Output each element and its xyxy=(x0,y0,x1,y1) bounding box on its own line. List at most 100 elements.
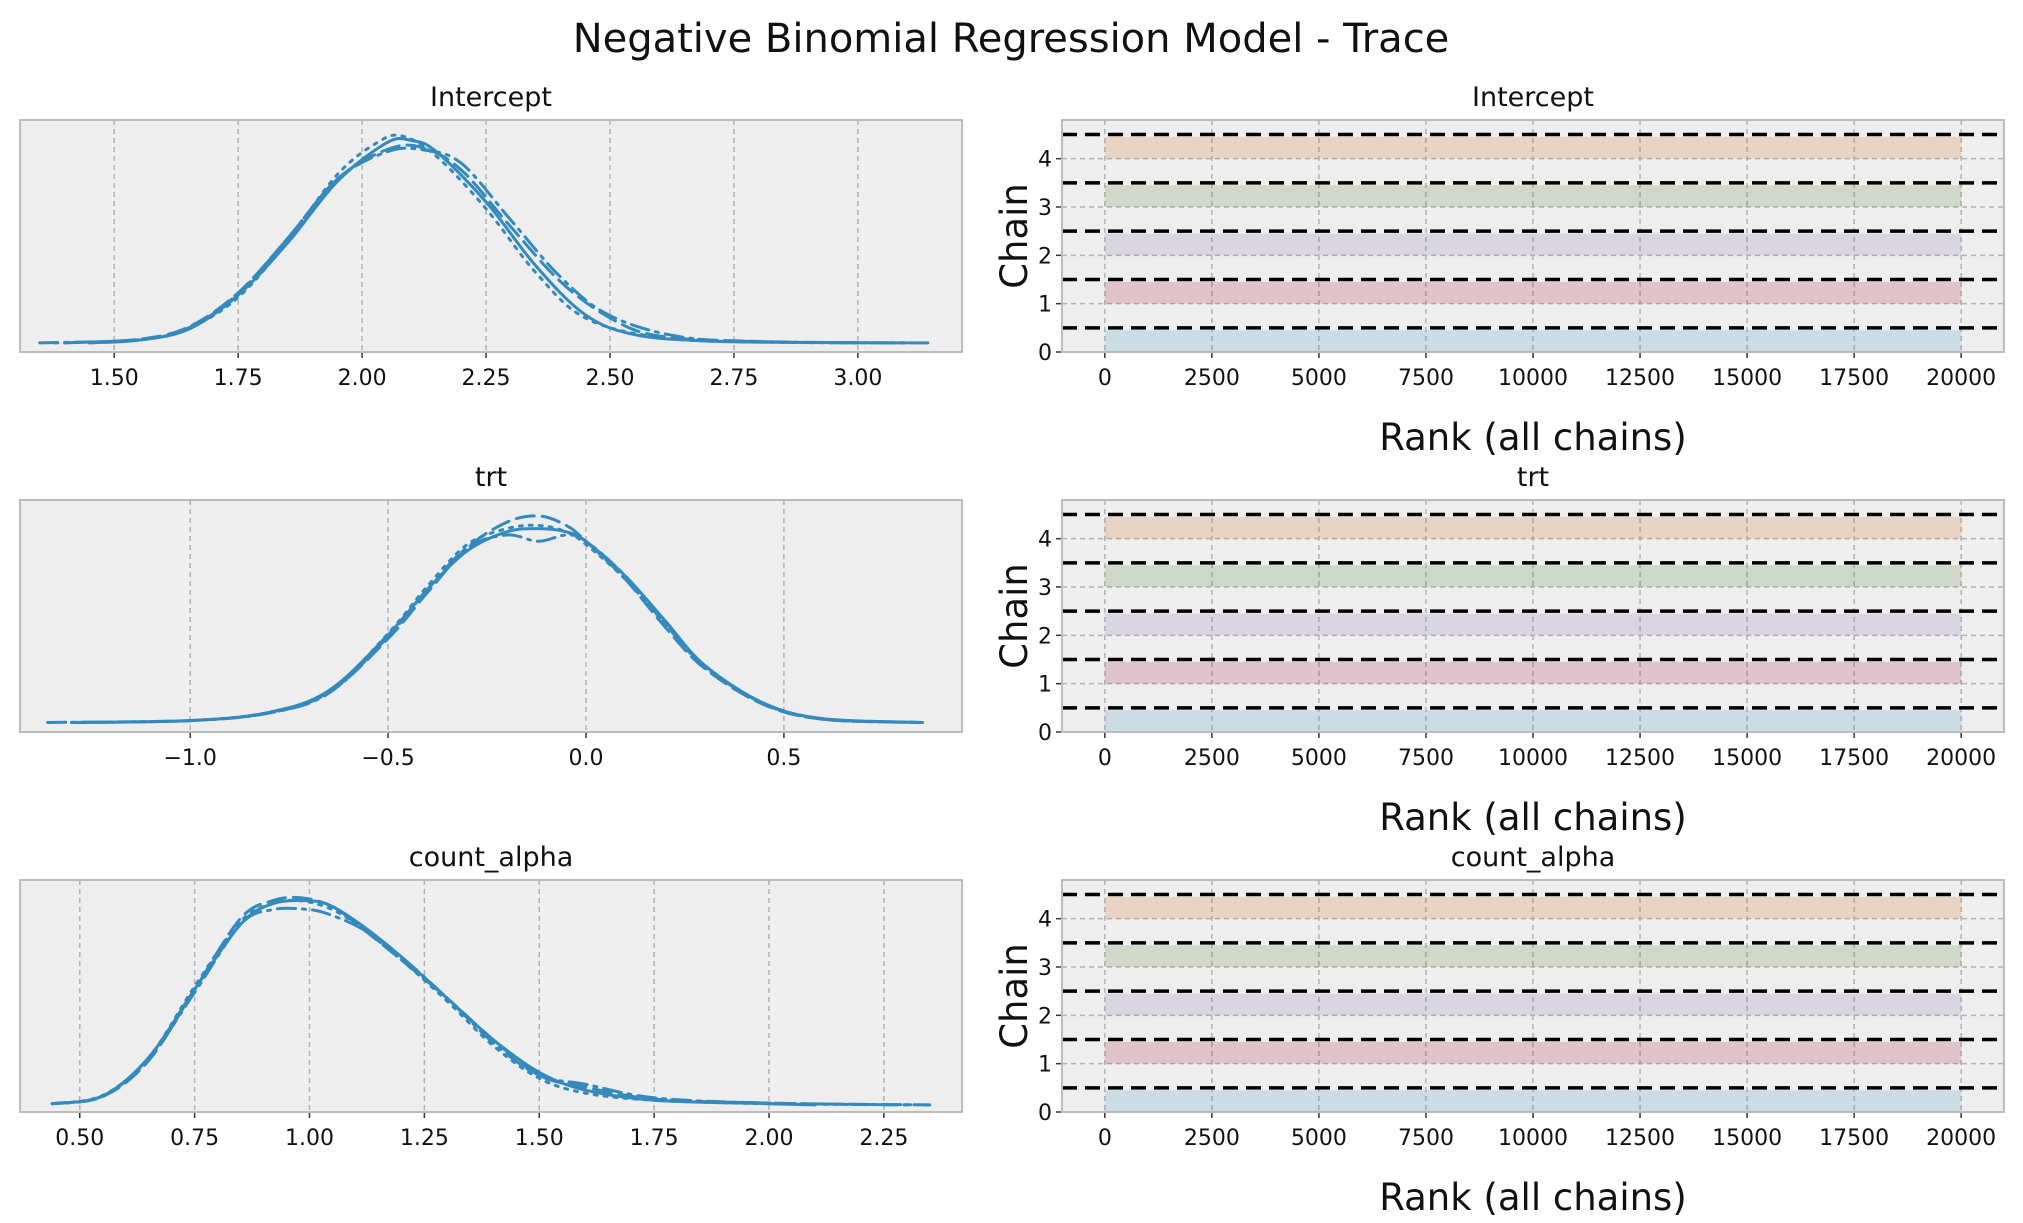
x-tick-label: 2500 xyxy=(1184,746,1240,771)
x-tick-label: 15000 xyxy=(1712,366,1782,391)
plot-frame xyxy=(19,119,963,353)
x-tick-label: 2.75 xyxy=(709,366,758,391)
panel-rank-plot: trt 0 1 2 3 4 Rank (all chains) Chain 0 2500 5000 7… xyxy=(993,462,2005,839)
x-tick-label: 1.00 xyxy=(285,1126,334,1151)
rank-band-chain-1 xyxy=(1104,281,1962,304)
x-tick-label: −0.5 xyxy=(361,746,414,771)
x-tick-label: 5000 xyxy=(1291,746,1347,771)
x-tick-label: 15000 xyxy=(1712,1126,1782,1151)
y-axis-label: Chain xyxy=(993,183,1036,289)
x-axis-label: Rank (all chains) xyxy=(1379,1176,1687,1219)
y-tick-label: 2 xyxy=(1038,244,1052,269)
plot-area xyxy=(20,500,962,732)
x-axis-label: Rank (all chains) xyxy=(1379,796,1687,839)
panel-rank-plot: Intercept 0 1 2 3 4 Rank (all chains) Chain 0 250… xyxy=(993,82,2005,459)
x-tick-label: 2.25 xyxy=(462,366,511,391)
rank-band-chain-2 xyxy=(1104,993,1962,1016)
plot-frame xyxy=(1061,879,2005,1113)
kde-line-chain-1 xyxy=(63,143,860,345)
x-tick-label: −1.0 xyxy=(163,746,216,771)
y-tick-label: 3 xyxy=(1038,196,1052,221)
y-axis-label: Chain xyxy=(993,943,1036,1049)
rank-band-chain-4 xyxy=(1104,896,1962,919)
x-tick-label: 15000 xyxy=(1712,746,1782,771)
panel-title: Intercept xyxy=(430,82,552,113)
x-tick-label: 0.0 xyxy=(568,746,603,771)
x-tick-label: 12500 xyxy=(1605,1126,1675,1151)
panel-title: Intercept xyxy=(1472,82,1594,113)
rank-band-chain-3 xyxy=(1104,185,1962,207)
x-tick-label: 2.25 xyxy=(859,1126,908,1151)
y-tick-label: 4 xyxy=(1038,908,1052,933)
y-tick-label: 0 xyxy=(1038,721,1052,746)
x-tick-label: 0 xyxy=(1098,366,1112,391)
panel-posterior-density: Intercept 1.50 1.75 2.00 2.25 2.50 2.75 3.00 xyxy=(19,82,963,391)
x-tick-label: 2500 xyxy=(1184,366,1240,391)
y-tick-label: 2 xyxy=(1038,1004,1052,1029)
x-tick-label: 0.50 xyxy=(55,1126,104,1151)
rank-band-chain-2 xyxy=(1104,233,1962,256)
kde-line-chain-3 xyxy=(46,533,924,724)
panel-title: trt xyxy=(1517,462,1549,493)
x-tick-label: 7500 xyxy=(1398,746,1454,771)
x-tick-label: 5000 xyxy=(1291,366,1347,391)
x-tick-label: 2.00 xyxy=(745,1126,794,1151)
rank-band-chain-0 xyxy=(1104,330,1962,352)
y-tick-label: 1 xyxy=(1038,1053,1052,1078)
x-axis-label: Rank (all chains) xyxy=(1379,416,1687,459)
x-tick-label: 7500 xyxy=(1398,1126,1454,1151)
rank-band-chain-1 xyxy=(1104,1041,1962,1064)
rank-band-chain-3 xyxy=(1104,945,1962,967)
y-tick-label: 2 xyxy=(1038,624,1052,649)
x-tick-label: 10000 xyxy=(1498,366,1568,391)
figure-title: Negative Binomial Regression Model - Tra… xyxy=(573,16,1450,62)
y-tick-label: 0 xyxy=(1038,341,1052,366)
plot-frame xyxy=(1061,499,2005,733)
x-tick-label: 17500 xyxy=(1819,1126,1889,1151)
y-axis-label: Chain xyxy=(993,563,1036,669)
plot-frame xyxy=(1061,119,2005,353)
rank-band-chain-1 xyxy=(1104,661,1962,684)
x-tick-label: 0.75 xyxy=(170,1126,219,1151)
x-tick-label: 20000 xyxy=(1926,746,1996,771)
x-tick-label: 7500 xyxy=(1398,366,1454,391)
y-tick-label: 1 xyxy=(1038,673,1052,698)
y-tick-label: 3 xyxy=(1038,956,1052,981)
x-tick-label: 20000 xyxy=(1926,366,1996,391)
x-tick-label: 1.25 xyxy=(400,1126,449,1151)
panel-title: count_alpha xyxy=(1451,842,1616,873)
panel-rank-plot: count_alpha 0 1 2 3 4 Rank (all chains) Chain 0 2… xyxy=(993,842,2005,1219)
x-tick-label: 1.75 xyxy=(214,366,263,391)
plot-area xyxy=(20,120,962,352)
x-tick-label: 0 xyxy=(1098,746,1112,771)
x-tick-label: 12500 xyxy=(1605,366,1675,391)
x-tick-label: 0.5 xyxy=(766,746,801,771)
panel-posterior-density: count_alpha 0.50 0.75 1.00 1.25 1.50 1.75 2.00 2… xyxy=(19,842,963,1151)
rank-band-chain-0 xyxy=(1104,710,1962,732)
panel-title: count_alpha xyxy=(409,842,574,873)
x-tick-label: 20000 xyxy=(1926,1126,1996,1151)
x-tick-label: 17500 xyxy=(1819,366,1889,391)
x-tick-label: 1.75 xyxy=(630,1126,679,1151)
y-tick-label: 4 xyxy=(1038,528,1052,553)
x-tick-label: 0 xyxy=(1098,1126,1112,1151)
rank-band-chain-2 xyxy=(1104,613,1962,636)
panel-posterior-density: trt −1.0 −0.5 0.0 0.5 xyxy=(19,462,963,771)
x-tick-label: 2.50 xyxy=(585,366,634,391)
y-tick-label: 3 xyxy=(1038,576,1052,601)
rank-band-chain-4 xyxy=(1104,516,1962,539)
x-tick-label: 2500 xyxy=(1184,1126,1240,1151)
rank-band-chain-0 xyxy=(1104,1090,1962,1112)
panel-title: trt xyxy=(475,462,507,493)
kde-line-chain-3 xyxy=(50,906,932,1107)
x-tick-label: 1.50 xyxy=(515,1126,564,1151)
kde-line-chain-3 xyxy=(38,146,934,345)
x-tick-label: 1.50 xyxy=(90,366,139,391)
x-tick-label: 5000 xyxy=(1291,1126,1347,1151)
plot-frame xyxy=(19,499,963,733)
y-tick-label: 4 xyxy=(1038,148,1052,173)
y-tick-label: 1 xyxy=(1038,293,1052,318)
x-tick-label: 17500 xyxy=(1819,746,1889,771)
